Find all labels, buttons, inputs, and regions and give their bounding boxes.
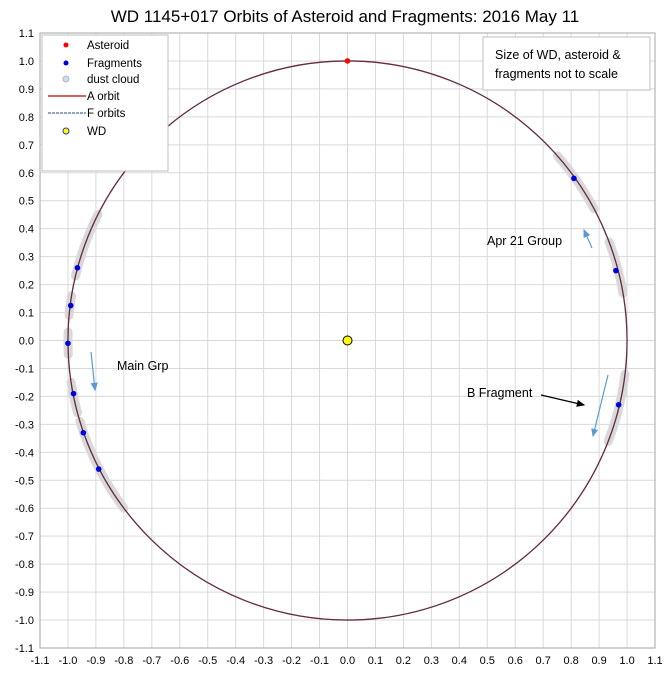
legend-label-asteroid: Asteroid (87, 40, 129, 52)
x-tick-label: 0.5 (480, 655, 495, 667)
x-tick-label: 0.4 (452, 655, 467, 667)
chart-title: WD 1145+017 Orbits of Asteroid and Fragm… (111, 7, 580, 26)
y-tick-label: -1.0 (15, 615, 34, 627)
x-tick-label: 0.8 (563, 655, 578, 667)
x-tick-label: 1.1 (647, 655, 662, 667)
x-tick-labels: -1.1 -1.0 -0.9 -0.8 -0.7 -0.6 -0.5 -0.4 -0.3 -0.2… (31, 655, 663, 667)
x-tick-label: -0.9 (86, 655, 105, 667)
legend-label-dust-cloud: dust cloud (87, 74, 139, 86)
x-tick-label: 0.3 (424, 655, 439, 667)
x-tick-label: -1.1 (31, 655, 50, 667)
x-tick-label: 0.1 (368, 655, 383, 667)
y-tick-label: 0.9 (19, 84, 34, 96)
legend-label-f-orbits: F orbits (87, 108, 126, 120)
note-box (482, 36, 651, 91)
x-tick-label: -0.3 (254, 655, 273, 667)
apr21-label: Apr 21 Group (487, 234, 562, 248)
x-tick-label: -0.5 (198, 655, 217, 667)
main-grp-label: Main Grp (117, 359, 168, 373)
fragment-point (67, 302, 74, 309)
x-tick-label: -0.1 (310, 655, 329, 667)
x-tick-label: 0.6 (508, 655, 523, 667)
y-tick-label: 0.5 (19, 196, 34, 208)
x-tick-label: -1.0 (58, 655, 77, 667)
plot-border (39, 32, 656, 649)
y-tick-label: -0.3 (15, 419, 34, 431)
asteroid-point (344, 58, 351, 64)
wd-point (342, 335, 353, 346)
y-tick-label: -0.9 (15, 587, 34, 599)
fragment-point (571, 175, 577, 182)
legend-label-fragments: Fragments (87, 58, 142, 70)
x-tick-label: 0.2 (396, 655, 411, 667)
y-tick-label: -1.1 (15, 643, 34, 655)
legend-swatch-fragments (63, 60, 69, 66)
legend-swatch-asteroid (63, 42, 69, 48)
legend: Asteroid Fragments dust cloud A orbit F orbi… (41, 34, 169, 172)
x-tick-label: -0.2 (282, 655, 301, 667)
x-tick-label: 1.0 (619, 655, 634, 667)
y-tick-label: -0.5 (15, 475, 34, 487)
y-tick-label: 0.2 (19, 280, 34, 292)
legend-label-wd: WD (87, 126, 106, 138)
fragment-point (613, 267, 619, 274)
y-tick-label: -0.8 (15, 559, 34, 571)
annotations: Size of WD, asteroid & fragments not to … (90, 36, 651, 438)
dust-cloud-arc (75, 416, 129, 513)
legend-swatch-dust-cloud (62, 75, 70, 83)
y-tick-label: 1.0 (19, 56, 34, 68)
y-tick-label: -0.2 (15, 391, 34, 403)
dust-cloud-arc (603, 369, 630, 446)
x-tick-label: -0.6 (170, 655, 189, 667)
x-tick-label: 0.0 (340, 655, 355, 667)
legend-swatch-wd (62, 127, 70, 135)
y-tick-label: -0.1 (15, 363, 34, 375)
y-tick-label: 0.6 (19, 168, 34, 180)
y-tick-label: -0.7 (15, 531, 34, 543)
b-fragment-label: B Fragment (467, 386, 533, 400)
legend-box (41, 34, 169, 172)
y-tick-label: 0.8 (19, 112, 34, 124)
b-fragment-black-arrow (540, 394, 586, 407)
b-fragment-blue-arrow (591, 374, 609, 438)
fragment-point (74, 265, 81, 271)
y-tick-label: 0.4 (19, 224, 34, 236)
x-tick-label: -0.4 (226, 655, 245, 667)
legend-label-a-orbit: A orbit (87, 91, 120, 103)
y-tick-label: -0.6 (15, 503, 34, 515)
y-tick-label: 1.1 (19, 28, 34, 40)
note-line-2: fragments not to scale (495, 67, 618, 81)
y-tick-label: 0.7 (19, 140, 34, 152)
x-tick-label: -0.7 (142, 655, 161, 667)
fragment-point (70, 390, 77, 397)
fragment-point (615, 401, 622, 408)
y-tick-label: -0.4 (15, 447, 34, 459)
y-tick-label: 0.3 (19, 252, 34, 264)
x-tick-label: 0.9 (591, 655, 606, 667)
fragment-point (95, 466, 102, 472)
fragment-point (65, 340, 71, 347)
y-tick-labels: 1.1 1.0 0.9 0.8 0.7 0.6 0.5 0.4 0.3 0.2 0.1 0.0 -0.1… (15, 28, 34, 655)
apr21-arrow (583, 228, 593, 249)
y-tick-label: 0.1 (19, 308, 34, 320)
x-tick-label: -0.8 (114, 655, 133, 667)
chart-marks (63, 58, 630, 621)
fragment-point (80, 429, 87, 436)
main-grp-arrow (90, 351, 98, 392)
grid (39, 32, 656, 649)
y-tick-label: 0.0 (19, 336, 34, 348)
x-tick-label: 0.7 (536, 655, 551, 667)
note-line-1: Size of WD, asteroid & (495, 48, 621, 62)
